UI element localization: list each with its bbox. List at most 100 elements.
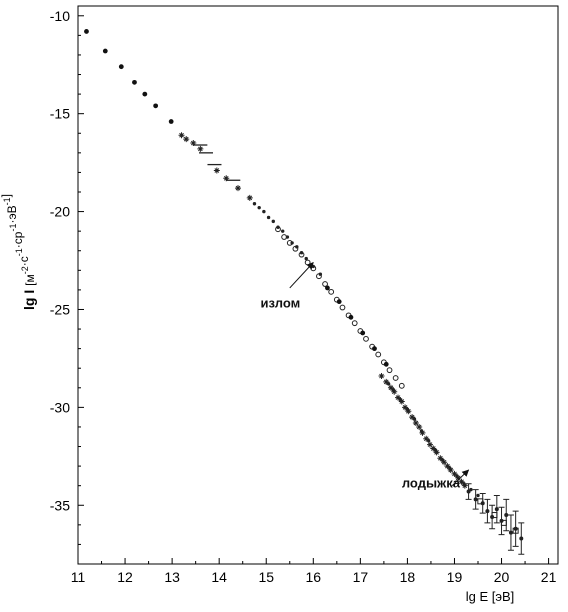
y-tick-label: -20 <box>50 204 70 220</box>
data-point <box>266 215 271 220</box>
data-point <box>336 299 342 305</box>
data-point <box>386 367 393 374</box>
data-point <box>298 251 305 258</box>
x-tick-label: 14 <box>211 569 227 585</box>
x-tick-label: 20 <box>494 569 510 585</box>
y-label-unit: ] <box>0 194 13 197</box>
data-point <box>246 194 253 201</box>
data-point <box>387 384 394 391</box>
data-point <box>292 245 299 252</box>
data-point <box>466 489 471 494</box>
x-tick-label: 18 <box>400 569 416 585</box>
data-point <box>461 482 468 489</box>
data-point <box>391 388 395 392</box>
data-point <box>325 285 330 291</box>
data-point <box>416 423 423 430</box>
data-point <box>409 414 416 421</box>
data-point <box>190 140 197 147</box>
data-point <box>398 398 405 405</box>
data-point <box>433 449 440 456</box>
data-point <box>458 478 465 485</box>
data-point <box>494 507 499 512</box>
annotation-label: лодыжка <box>402 476 461 491</box>
data-point <box>153 103 159 109</box>
data-point <box>476 493 480 498</box>
data-point <box>430 445 437 452</box>
data-point <box>402 404 409 411</box>
data-point <box>322 281 328 287</box>
x-tick-label: 15 <box>258 569 274 585</box>
data-point <box>142 91 148 97</box>
data-point <box>316 273 322 280</box>
data-point <box>304 256 308 261</box>
data-point <box>271 219 275 224</box>
data-point <box>372 346 377 352</box>
data-point <box>437 455 444 462</box>
x-tick-label: 11 <box>71 569 86 585</box>
data-point <box>405 408 412 415</box>
data-point <box>102 48 108 54</box>
data-point <box>423 435 430 442</box>
data-point <box>500 519 507 526</box>
data-point <box>473 497 478 502</box>
data-point <box>132 79 137 85</box>
data-point <box>405 407 410 412</box>
y-tick-label: -10 <box>50 8 70 24</box>
data-points <box>84 29 525 555</box>
data-point <box>281 229 285 233</box>
x-tick-label: 13 <box>164 569 180 585</box>
data-point <box>252 202 257 206</box>
data-point <box>512 527 519 534</box>
data-point <box>351 320 358 327</box>
data-point <box>223 175 230 182</box>
data-point <box>383 361 389 367</box>
y-tick-label: -35 <box>50 497 70 513</box>
y-label-unit: ·cp <box>11 231 25 248</box>
y-label-superscript: -2 <box>20 266 30 274</box>
data-point <box>455 474 459 478</box>
data-point <box>427 441 433 448</box>
data-point <box>235 185 241 192</box>
x-ticks: 11 12 13 14 15 16 17 18 19 20 21 <box>71 558 557 585</box>
data-point <box>183 136 190 143</box>
plot-frame <box>77 5 559 565</box>
annotation-label: излом <box>260 296 300 311</box>
y-label-unit: ·эВ <box>5 205 19 223</box>
y-label-superscript: -1 <box>14 248 24 256</box>
data-point <box>412 420 419 427</box>
data-point <box>339 304 346 311</box>
data-point <box>451 470 458 477</box>
data-point <box>84 29 89 34</box>
data-point <box>348 314 354 320</box>
data-point <box>462 482 466 486</box>
data-point <box>118 64 124 70</box>
data-point <box>477 498 484 505</box>
y-label-unit: ·c <box>17 256 31 266</box>
x-tick-label: 12 <box>117 569 133 585</box>
data-point <box>504 513 509 518</box>
data-point <box>275 226 281 233</box>
data-point <box>395 394 401 401</box>
data-point <box>383 378 390 385</box>
y-tick-label: -30 <box>50 399 70 415</box>
y-label-main: lg I <box>21 286 37 310</box>
y-ticks: -10 -15 -20 -25 -30 -35 <box>50 8 84 545</box>
data-point <box>441 458 445 462</box>
y-label-superscript: -1 <box>2 197 12 205</box>
data-point <box>363 335 369 342</box>
y-label-superscript: -1 <box>8 224 18 232</box>
data-point <box>392 375 399 381</box>
data-point <box>426 438 431 443</box>
annotation-arrow <box>289 261 314 289</box>
data-point <box>328 288 335 295</box>
data-point <box>178 132 185 139</box>
data-point <box>441 459 448 466</box>
data-point <box>262 209 266 214</box>
data-point <box>508 530 513 535</box>
y-tick-label: -25 <box>50 301 70 317</box>
x-tick-label: 19 <box>447 569 463 585</box>
data-point <box>519 536 524 541</box>
data-point <box>386 382 391 386</box>
data-point <box>360 330 366 336</box>
data-point <box>455 474 462 481</box>
